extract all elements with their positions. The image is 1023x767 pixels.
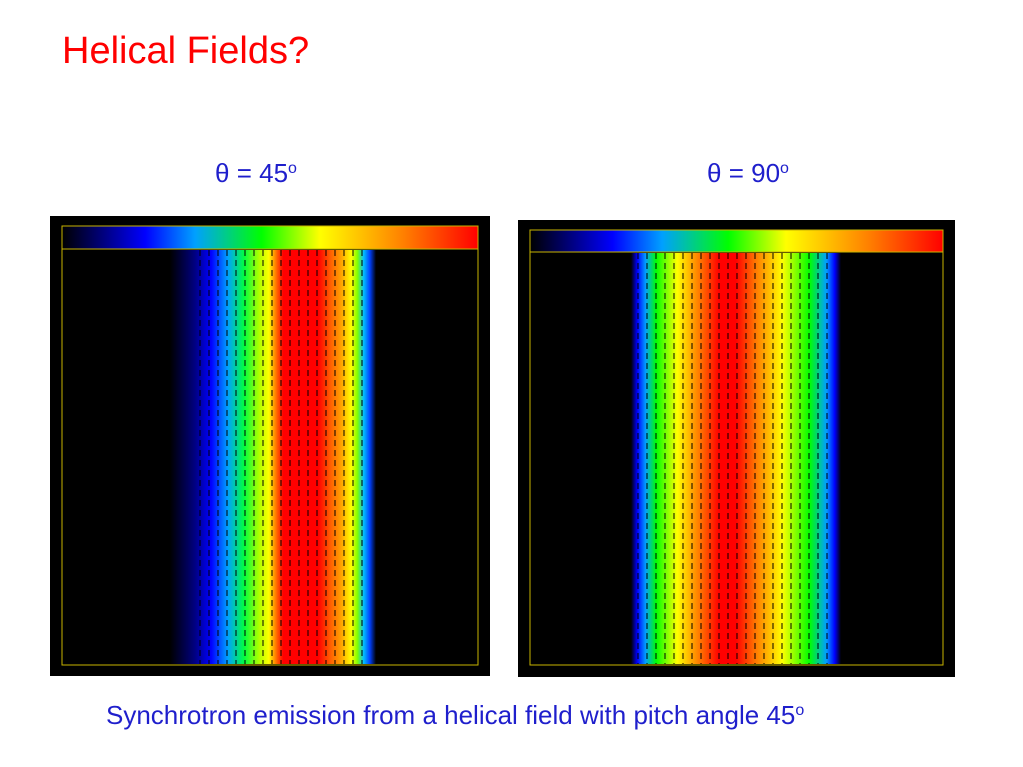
slide-title: Helical Fields?: [62, 30, 310, 72]
emission-map-right: [518, 220, 955, 677]
polarization-vectors-left: [199, 250, 363, 664]
panel-label-right-text: θ = 90: [707, 158, 781, 188]
colorbar-left: [61, 225, 479, 250]
emission-band-left: [170, 250, 376, 664]
polarization-vectors-right: [637, 253, 828, 664]
emission-map-left: [50, 216, 490, 676]
emission-map-left-svg: [61, 225, 479, 666]
slide-caption-degree: o: [795, 702, 805, 719]
colorbar-right: [529, 229, 944, 253]
panel-label-left-degree: o: [288, 160, 297, 177]
panel-label-left-text: θ = 45: [215, 158, 289, 188]
panel-label-right-degree: o: [780, 160, 789, 177]
panel-label-left: θ = 45o: [215, 160, 297, 186]
slide-caption-text: Synchrotron emission from a helical fiel…: [106, 700, 796, 730]
emission-map-right-svg: [529, 229, 944, 666]
panel-label-right: θ = 90o: [707, 160, 789, 186]
emission-band-right: [631, 253, 841, 664]
slide-caption: Synchrotron emission from a helical fiel…: [106, 702, 804, 728]
